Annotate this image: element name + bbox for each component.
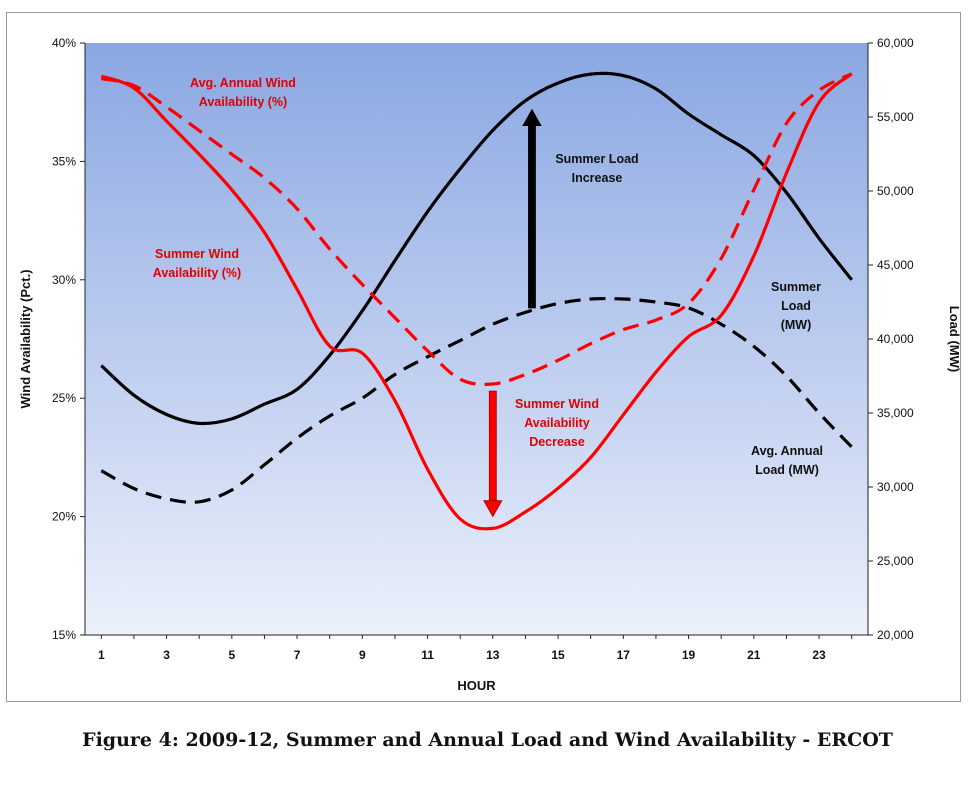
summer-load-label-line: Load: [781, 299, 811, 313]
y-right-tick-label: 20,000: [877, 628, 914, 642]
x-tick-label: 5: [228, 648, 235, 662]
y-left-tick-label: 40%: [52, 36, 76, 50]
summer-load-increase-arrow: [522, 108, 542, 309]
plot-area: [85, 43, 868, 635]
y-left-tick-label: 20%: [52, 510, 76, 524]
y-right-tick-label: 30,000: [877, 480, 914, 494]
avg-annual-wind-line: [100, 72, 853, 386]
summer-load-increase-label-line: Increase: [572, 171, 623, 185]
x-tick-label: 3: [163, 648, 170, 662]
avg-annual-wind-label: Avg. Annual Wind Availability (%): [190, 76, 296, 109]
x-tick-label: 15: [551, 648, 565, 662]
arrow-layer: [483, 108, 542, 518]
x-tick-label: 7: [294, 648, 301, 662]
y-left-tick-label: 25%: [52, 391, 76, 405]
series-layer: [100, 71, 853, 531]
summer-wind-label-line: Summer Wind: [155, 247, 239, 261]
x-tick-label: 13: [486, 648, 500, 662]
x-axis-title: HOUR: [457, 678, 496, 693]
figure-caption: Figure 4: 2009-12, Summer and Annual Loa…: [82, 729, 893, 751]
y-right-tick-label: 55,000: [877, 110, 914, 124]
avg-annual-load-label: Avg. Annual Load (MW): [751, 444, 823, 477]
summer-load-label-line: Summer: [771, 280, 821, 294]
x-tick-label: 17: [617, 648, 631, 662]
summer-wind-label: Summer Wind Availability (%): [153, 247, 241, 280]
y-right-tick-label: 50,000: [877, 184, 914, 198]
summer-load-label-line: (MW): [781, 318, 812, 332]
summer-wind-decrease-label: Summer Wind Availability Decrease: [515, 397, 599, 449]
x-tick-label: 19: [682, 648, 696, 662]
summer-wind-label-line: Availability (%): [153, 266, 241, 280]
axes: 15% 20% 25% 30% 35% 40% 20,000 25,000 30,000 35,0…: [18, 36, 962, 693]
avg-annual-load-line: [100, 296, 853, 504]
y-left-axis-title: Wind Availability (Pct.): [18, 269, 33, 408]
avg-annual-wind-label-line: Availability (%): [199, 95, 287, 109]
y-right-axis-title: Load (MW): [947, 306, 962, 372]
summer-load-line: [100, 71, 853, 426]
summer-load-increase-label: Summer Load Increase: [555, 152, 638, 185]
label-layer: Avg. Annual Wind Availability (%)Summer W…: [153, 76, 823, 477]
summer-wind-line: [100, 72, 853, 531]
summer-wind-decrease-arrow: [483, 390, 503, 518]
avg-annual-wind-label-line: Avg. Annual Wind: [190, 76, 296, 90]
y-left-tick-label: 35%: [52, 154, 76, 168]
avg-annual-load-label-line: Avg. Annual: [751, 444, 823, 458]
x-tick-label: 11: [421, 648, 434, 662]
y-right-tick-label: 40,000: [877, 332, 914, 346]
x-tick-label: 21: [747, 648, 761, 662]
y-right-tick-label: 25,000: [877, 554, 914, 568]
summer-load-increase-arrow-head: [522, 108, 542, 126]
y-left-tick-label: 15%: [52, 628, 76, 642]
chart: 15% 20% 25% 30% 35% 40% 20,000 25,000 30,000 35,0…: [18, 36, 962, 693]
avg-annual-load-label-line: Load (MW): [755, 463, 819, 477]
summer-load-increase-label-line: Summer Load: [555, 152, 638, 166]
y-right-tick-label: 60,000: [877, 36, 914, 50]
x-tick-label: 1: [98, 648, 105, 662]
summer-load-label: Summer Load (MW): [771, 280, 821, 332]
summer-wind-decrease-arrow-shaft: [488, 390, 497, 502]
y-right-tick-label: 45,000: [877, 258, 914, 272]
summer-wind-decrease-label-line: Summer Wind: [515, 397, 599, 411]
y-right-tick-label: 35,000: [877, 406, 914, 420]
summer-wind-decrease-label-line: Availability: [524, 416, 590, 430]
summer-wind-decrease-label-line: Decrease: [529, 435, 585, 449]
summer-load-increase-arrow-shaft: [528, 125, 536, 309]
x-tick-label: 9: [359, 648, 366, 662]
x-tick-label: 23: [812, 648, 826, 662]
y-left-tick-label: 30%: [52, 273, 76, 287]
summer-wind-decrease-arrow-head: [483, 500, 503, 518]
